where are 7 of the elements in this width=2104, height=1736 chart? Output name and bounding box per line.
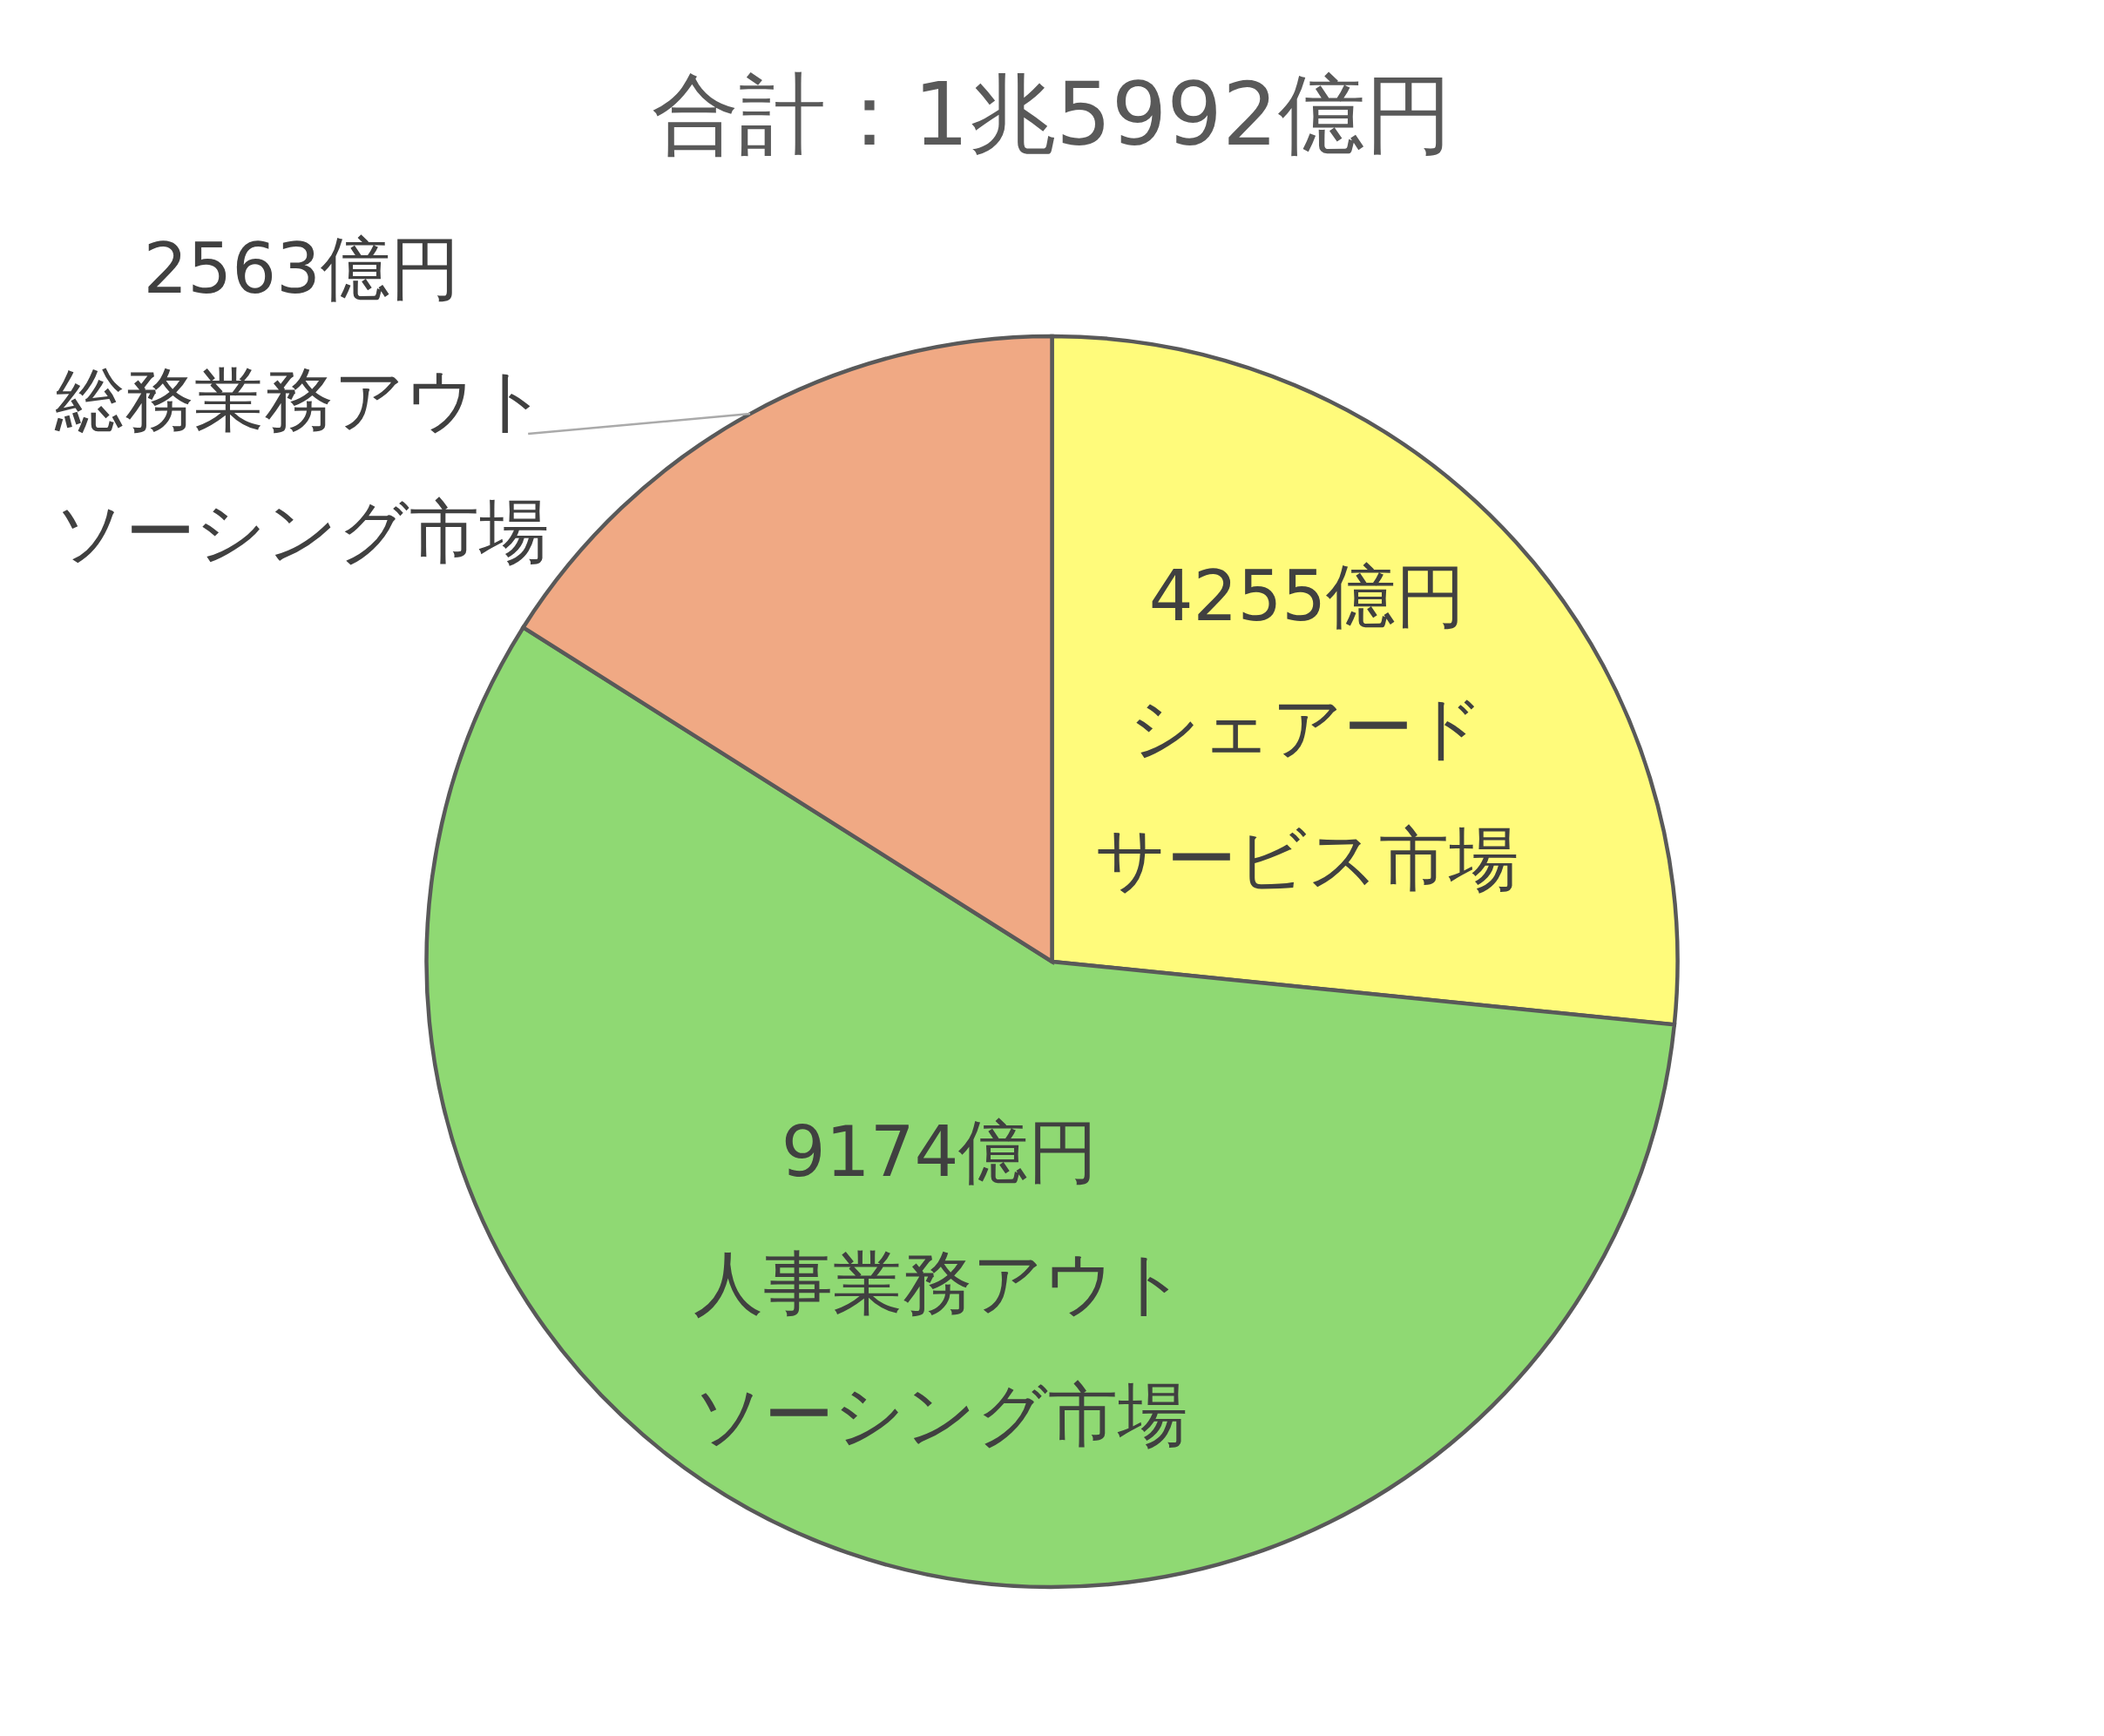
chart-title: 合計：1兆5992億円 — [652, 64, 1452, 165]
slice-label: 総務業務アウトソーシング市場 — [54, 360, 550, 573]
slice-label: 人事業務アウトソーシング市場 — [692, 1243, 1187, 1456]
data-label: 4255億円 — [1148, 556, 1466, 638]
slice-label: シェアードサービス市場 — [1095, 687, 1519, 901]
data-label: 9174億円 — [781, 1111, 1099, 1193]
data-label: 2563億円 — [143, 228, 460, 310]
